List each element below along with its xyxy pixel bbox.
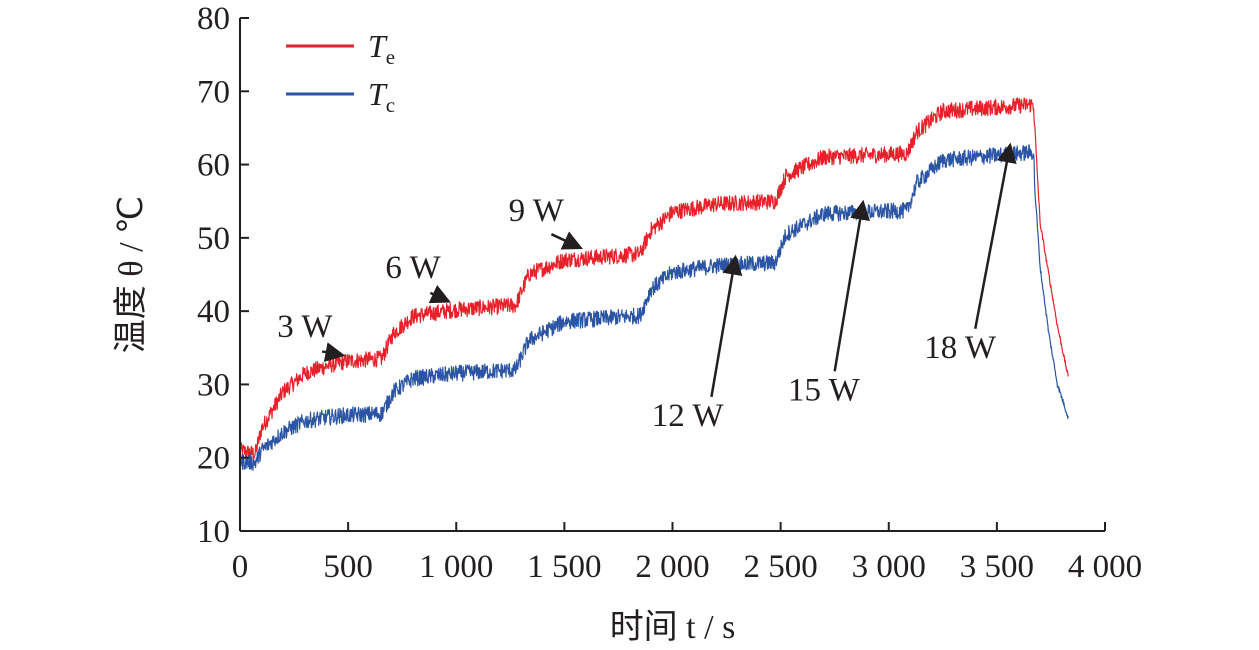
- y-axis-title: 温度 θ / ℃: [112, 196, 150, 353]
- x-tick-label: 2 000: [635, 549, 709, 585]
- annotation-arrow: [321, 342, 346, 362]
- x-tick-label: 500: [323, 549, 373, 585]
- y-tick-label: 80: [197, 1, 230, 37]
- legend-subscript: c: [386, 93, 395, 117]
- y-tick-label: 10: [197, 514, 230, 550]
- annotation-label: 18 W: [924, 330, 997, 366]
- x-tick-label: 0: [232, 549, 249, 585]
- x-axis-title: 时间 t / s: [610, 609, 736, 646]
- annotation-arrow: [710, 254, 743, 398]
- y-tick-label: 30: [197, 367, 230, 403]
- legend-label: Te: [368, 28, 395, 69]
- x-tick-label: 4 000: [1068, 549, 1142, 585]
- y-tick-label: 20: [197, 441, 230, 477]
- annotation-arrow: [428, 284, 451, 304]
- x-tick-label: 1 000: [419, 549, 493, 585]
- annotation-label: 15 W: [788, 373, 861, 409]
- annotation-arrow: [833, 199, 870, 372]
- annotation-label: 6 W: [385, 250, 441, 286]
- axes: 0 500 1 000 1 500 2 000 2 500 3 000 3 500 4 000 1…: [197, 1, 1142, 585]
- annotation-arrow: [550, 231, 583, 250]
- legend-subscript: e: [386, 45, 395, 69]
- annotation-arrow: [974, 142, 1017, 329]
- legend-label: Tc: [368, 76, 395, 117]
- annotation-label: 3 W: [277, 309, 333, 345]
- series-line-tc: [239, 144, 1069, 471]
- y-tick-label: 40: [197, 294, 230, 330]
- series-line-te: [239, 97, 1069, 460]
- annotation-label: 9 W: [509, 193, 565, 229]
- x-tick-label: 2 500: [744, 549, 818, 585]
- y-tick-label: 60: [197, 148, 230, 184]
- x-tick-label: 1 500: [527, 549, 601, 585]
- annotations: 3 W 6 W 9 W 12 W 15 W 18 W: [277, 142, 1017, 434]
- x-tick-label: 3 000: [852, 549, 926, 585]
- y-tick-label: 50: [197, 221, 230, 257]
- y-tick-label: 70: [197, 74, 230, 110]
- annotation-label: 12 W: [652, 398, 725, 434]
- series-layer: [239, 97, 1069, 471]
- x-tick-label: 3 500: [960, 549, 1034, 585]
- legend: Te Tc: [286, 28, 395, 117]
